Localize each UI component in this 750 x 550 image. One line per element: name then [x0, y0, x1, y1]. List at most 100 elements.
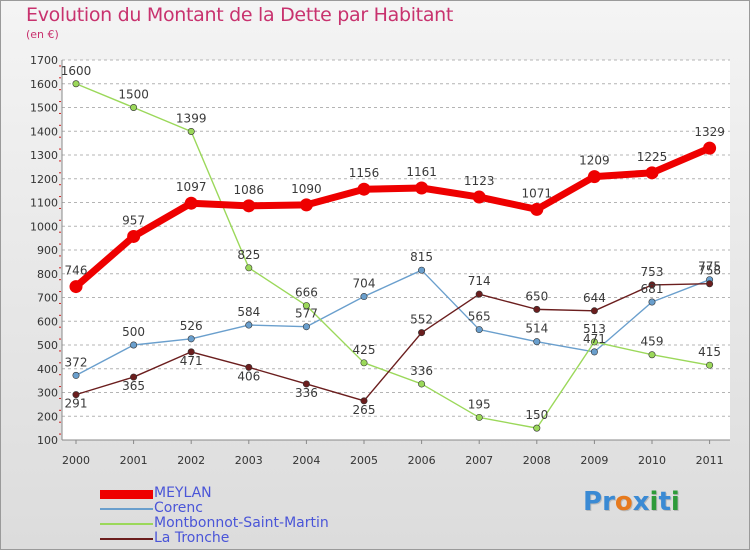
data-label: 1209: [579, 154, 610, 168]
data-point: [302, 323, 310, 331]
y-tick-label: 200: [37, 410, 58, 423]
data-label: 704: [353, 277, 376, 291]
y-tick-label: 1400: [30, 125, 58, 138]
data-point: [360, 397, 368, 405]
legend-item: La Tronche: [100, 530, 360, 546]
x-tick-label: 2005: [350, 454, 378, 467]
data-labels: 746 957 1097 1086 1090 1156 1161 1123 1071 1209 12…: [61, 64, 725, 422]
data-point: [72, 371, 80, 379]
data-point: [187, 127, 195, 135]
data-point: [475, 290, 483, 298]
data-point: [184, 196, 198, 210]
x-tick-label: 2000: [62, 454, 90, 467]
legend-item: Corenc: [100, 500, 360, 516]
data-point: [187, 335, 195, 343]
data-point: [418, 380, 426, 388]
data-label: 1500: [118, 88, 149, 102]
legend-swatch: [100, 508, 153, 510]
data-point: [415, 181, 429, 195]
legend-swatch: [100, 489, 153, 499]
data-label: 714: [468, 274, 491, 288]
data-label: 415: [698, 345, 721, 359]
data-label: 775: [698, 260, 721, 274]
x-tick-label: 2008: [523, 454, 551, 467]
y-tick-label: 700: [37, 292, 58, 305]
legend-swatch: [100, 523, 153, 525]
data-label: 195: [468, 397, 491, 411]
data-point: [590, 307, 598, 315]
data-label: 1123: [464, 174, 495, 188]
y-tick-label: 100: [37, 434, 58, 447]
chart-subtitle: (en €): [26, 28, 59, 41]
legend-label: Montbonnot-Saint-Martin: [154, 515, 329, 531]
data-label: 1090: [291, 182, 322, 196]
data-point: [648, 281, 656, 289]
data-label: 265: [353, 403, 376, 417]
x-tick-label: 2007: [465, 454, 493, 467]
x-tick-label: 2009: [580, 454, 608, 467]
legend-label: MEYLAN: [154, 485, 212, 501]
data-point: [645, 166, 659, 180]
data-label: 758: [698, 264, 721, 278]
data-label: 644: [583, 291, 606, 305]
legend-swatch: [100, 538, 153, 540]
data-label: 425: [353, 343, 376, 357]
y-tick-label: 1600: [30, 78, 58, 91]
y-tick-label: 1500: [30, 102, 58, 115]
data-label: 500: [122, 325, 145, 339]
legend: MEYLAN Corenc Montbonnot-Saint-Martin La Tr…: [100, 485, 360, 546]
proxiti-logo: Proxiti: [583, 487, 680, 517]
legend-item: MEYLAN: [100, 485, 360, 501]
data-label: 681: [641, 282, 664, 296]
data-point: [72, 80, 80, 88]
data-label: 459: [641, 335, 664, 349]
data-label: 577: [295, 307, 318, 321]
data-point: [69, 280, 83, 294]
x-tick-label: 2001: [120, 454, 148, 467]
data-point: [187, 348, 195, 356]
data-label: 514: [525, 322, 548, 336]
legend-label: Corenc: [154, 500, 203, 516]
data-point: [299, 198, 313, 212]
y-tick-label: 600: [37, 315, 58, 328]
y-tick-label: 400: [37, 363, 58, 376]
data-point: [587, 170, 601, 184]
data-label: 1225: [637, 150, 668, 164]
chart-title: Evolution du Montant de la Dette par Hab…: [26, 4, 454, 26]
data-label: 584: [237, 305, 260, 319]
data-point: [475, 326, 483, 334]
x-tick-label: 2003: [235, 454, 263, 467]
data-point: [360, 293, 368, 301]
data-point: [475, 413, 483, 421]
x-tick-label: 2002: [177, 454, 205, 467]
data-label: 552: [410, 313, 433, 327]
y-tick-label: 1700: [30, 54, 58, 67]
data-label: 1600: [61, 64, 92, 78]
data-label: 526: [180, 319, 203, 333]
data-label: 753: [641, 265, 664, 279]
data-point: [130, 373, 138, 381]
data-label: 957: [122, 213, 145, 227]
data-label: 372: [65, 355, 88, 369]
data-label: 471: [583, 332, 606, 346]
data-label: 1329: [694, 125, 725, 139]
plot-area: [62, 60, 730, 440]
x-tick-label: 2006: [408, 454, 436, 467]
data-label: 666: [295, 286, 318, 300]
data-label: 1071: [522, 186, 553, 200]
data-point: [472, 190, 486, 204]
data-point: [530, 202, 544, 216]
data-label: 746: [65, 264, 88, 278]
data-label: 1161: [406, 165, 437, 179]
y-tick-label: 1300: [30, 149, 58, 162]
x-tick-label: 2011: [696, 454, 724, 467]
legend-item: Montbonnot-Saint-Martin: [100, 515, 360, 531]
data-label: 1399: [176, 111, 207, 125]
data-label: 291: [65, 397, 88, 411]
data-point: [648, 298, 656, 306]
data-point: [245, 363, 253, 371]
series-line-montbonnot-saint-martin: [75, 83, 710, 429]
data-point: [302, 380, 310, 388]
data-label: 1097: [176, 180, 207, 194]
data-point: [590, 348, 598, 356]
